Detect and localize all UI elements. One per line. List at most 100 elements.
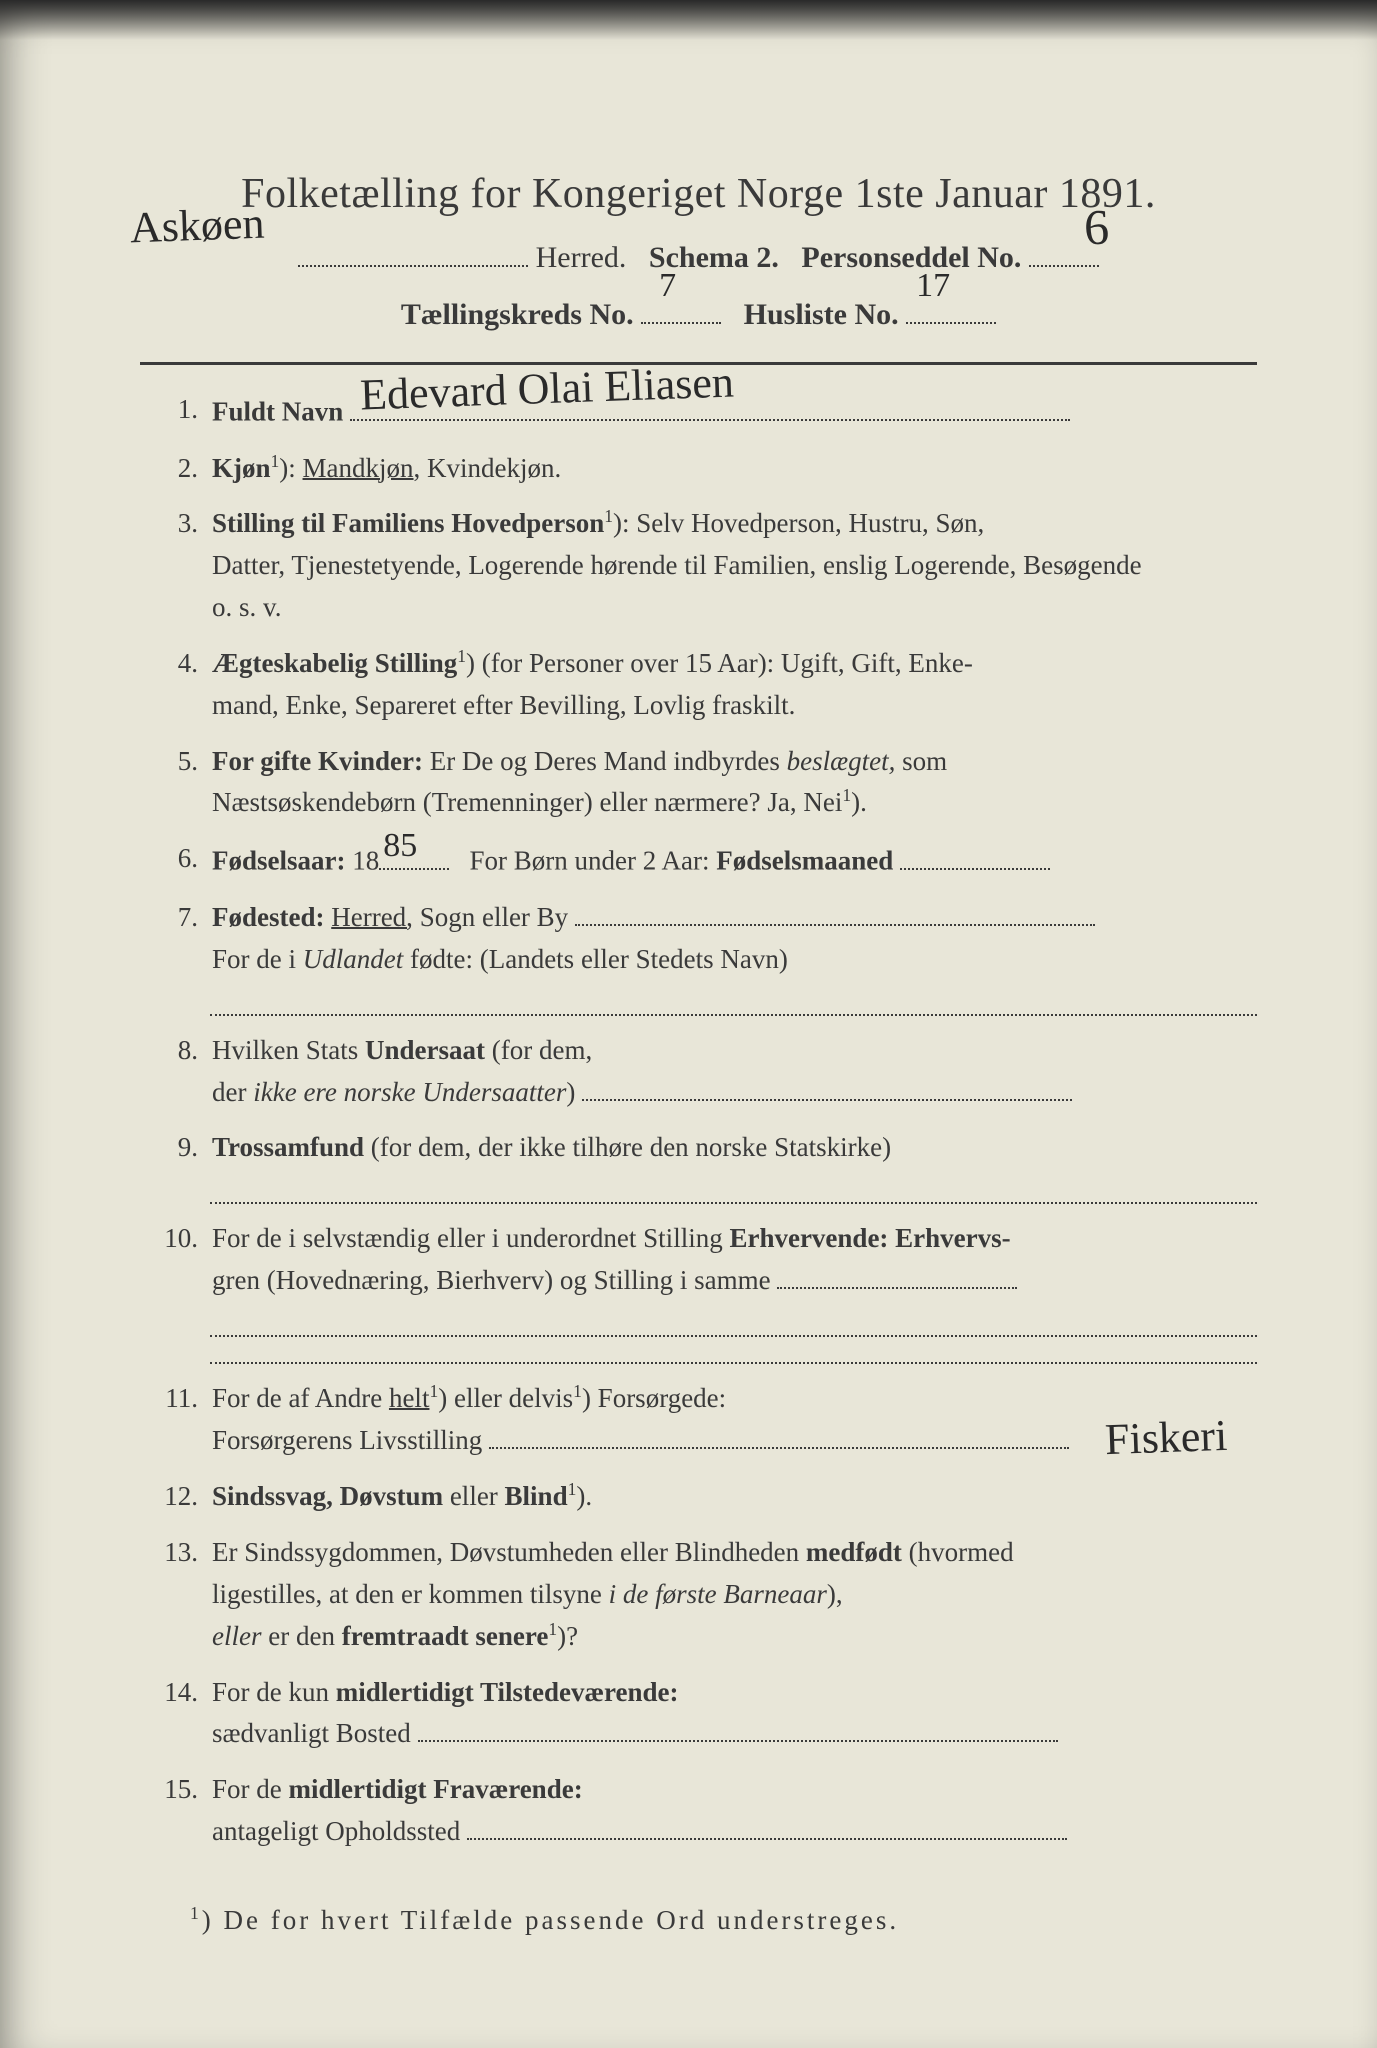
footnote-text: ) De for hvert Tilfælde passende Ord und… <box>202 1905 899 1935</box>
bold-medfodt: medfødt <box>806 1537 902 1567</box>
body-10: For de i selvstændig eller i underordnet… <box>212 1218 1257 1302</box>
husliste-blank: 17 <box>906 289 996 324</box>
sup-11a: 1 <box>429 1381 438 1401</box>
num-1: 1. <box>140 389 212 434</box>
num-11: 11. <box>140 1378 212 1462</box>
label-stilling: Stilling til Familiens Hovedperson <box>212 508 604 538</box>
text-13d: ), <box>827 1579 843 1609</box>
item-15: 15. For de midlertidigt Fraværende: anta… <box>140 1769 1257 1853</box>
sup-4: 1 <box>457 646 466 666</box>
label-aegte: Ægteskabelig Stilling <box>212 648 457 678</box>
text-4a: ) (for Personer over 15 Aar): Ugift, Gif… <box>466 648 973 678</box>
item-9: 9. Trossamfund (for dem, der ikke tilhør… <box>140 1127 1257 1169</box>
hw-herred: Askøen <box>129 198 265 254</box>
text-3c: o. s. v. <box>212 592 282 622</box>
text-4b: mand, Enke, Separeret efter Bevilling, L… <box>212 690 795 720</box>
italic-5: beslægtet, <box>787 746 896 776</box>
text-12a: eller <box>443 1481 504 1511</box>
text-11c: ) Forsørgede: <box>582 1383 726 1413</box>
num-8: 8. <box>140 1030 212 1114</box>
undersaat-blank <box>582 1072 1072 1101</box>
dotted-after-10a <box>210 1316 1257 1337</box>
text-7a: Sogn eller By <box>413 902 568 932</box>
item-14: 14. For de kun midlertidigt Tilstedevære… <box>140 1672 1257 1756</box>
num-4: 4. <box>140 643 212 727</box>
sup-13: 1 <box>548 1619 557 1639</box>
num-14: 14. <box>140 1672 212 1756</box>
item-4: 4. Ægteskabelig Stilling1) (for Personer… <box>140 643 1257 727</box>
text-10a: For de i selvstændig eller i underordnet… <box>212 1223 729 1253</box>
body-13: Er Sindssygdommen, Døvstumheden eller Bl… <box>212 1532 1257 1658</box>
item-13: 13. Er Sindssygdommen, Døvstumheden elle… <box>140 1532 1257 1658</box>
body-1: Fuldt Navn Edevard Olai Eliasen <box>212 389 1257 434</box>
text-13b: (hvormed <box>902 1537 1014 1567</box>
item-2: 2. Kjøn1): Mandkjøn, Kvindekjøn. <box>140 448 1257 490</box>
opholdssted-blank <box>467 1811 1067 1840</box>
sup-11b: 1 <box>573 1381 582 1401</box>
kreds-label: Tællingskreds No. <box>401 298 634 331</box>
body-5: For gifte Kvinder: Er De og Deres Mand i… <box>212 741 1257 825</box>
text-7b: For de i <box>212 944 303 974</box>
hw-personseddel-no: 6 <box>1083 198 1110 257</box>
italic-udlandet: Udlandet <box>303 944 404 974</box>
text-14b: sædvanligt Bosted <box>212 1718 411 1748</box>
body-6: Fødselsaar: 18 85 For Børn under 2 Aar: … <box>212 838 1257 883</box>
num-9: 9. <box>140 1127 212 1169</box>
text-11b: ) eller delvis <box>438 1383 573 1413</box>
footnote: 1) De for hvert Tilfælde passende Ord un… <box>190 1903 1257 1936</box>
erhverv-blank <box>777 1260 1017 1289</box>
body-3: Stilling til Familiens Hovedperson1): Se… <box>212 503 1257 629</box>
label-gifte: For gifte Kvinder: <box>212 746 423 776</box>
herred-line: Askøen Herred. Schema 2. Personseddel No… <box>140 232 1257 275</box>
bold-tilstede: midlertidigt Tilstedeværende: <box>336 1677 679 1707</box>
bold-undersaat: Undersaat <box>365 1035 485 1065</box>
underlined-helt: helt <box>389 1383 430 1413</box>
bold-blind: Blind <box>505 1481 568 1511</box>
body-4: Ægteskabelig Stilling1) (for Personer ov… <box>212 643 1257 727</box>
bold-fravaerende: midlertidigt Fraværende: <box>289 1774 583 1804</box>
text-11a: For de af Andre <box>212 1383 389 1413</box>
hw-fiskeri: Fiskeri <box>1104 1402 1229 1474</box>
label-kjon: Kjøn <box>212 453 271 483</box>
text-7c: fødte: (Landets eller Stedets Navn) <box>403 944 788 974</box>
text-13a: Er Sindssygdommen, Døvstumheden eller Bl… <box>212 1537 806 1567</box>
text-5a: Er De og Deres Mand indbyrdes <box>430 746 787 776</box>
num-15: 15. <box>140 1769 212 1853</box>
hw-kreds-no: 7 <box>659 267 676 305</box>
census-form-page: Folketælling for Kongeriget Norge 1ste J… <box>0 0 1377 2048</box>
text-14a: For de kun <box>212 1677 336 1707</box>
bold-fodselsmaaned: Fødselsmaaned <box>716 846 893 876</box>
item-10: 10. For de i selvstændig eller i underor… <box>140 1218 1257 1302</box>
num-6: 6. <box>140 838 212 883</box>
text-5b: Næstsøskendebørn (Tremenninger) eller næ… <box>212 787 842 817</box>
item-12: 12. Sindssvag, Døvstum eller Blind1). <box>140 1476 1257 1518</box>
body-7: Fødested: Herred, Sogn eller By For de i… <box>212 897 1257 981</box>
item-7: 7. Fødested: Herred, Sogn eller By For d… <box>140 897 1257 981</box>
text-9: (for dem, der ikke tilhøre den norske St… <box>364 1132 891 1162</box>
bold-erhverv: Erhvervende: Erhvervs- <box>729 1223 1010 1253</box>
hw-husliste-no: 17 <box>916 267 950 305</box>
text-5ab: som <box>895 746 947 776</box>
num-2: 2. <box>140 448 212 490</box>
underlined-mandkjon: Mandkjøn <box>303 453 414 483</box>
item-3: 3. Stilling til Familiens Hovedperson1):… <box>140 503 1257 629</box>
bosted-blank <box>418 1713 1058 1742</box>
year-prefix: 18 <box>352 846 379 876</box>
sogn-blank <box>575 897 1095 926</box>
text-13e: eller <box>212 1621 261 1651</box>
herred-label: Herred. <box>536 241 627 274</box>
text-8c: der <box>212 1077 253 1107</box>
name-blank: Edevard Olai Eliasen <box>350 389 1070 421</box>
num-7: 7. <box>140 897 212 981</box>
sup-2: 1 <box>271 451 280 471</box>
num-12: 12. <box>140 1476 212 1518</box>
kreds-line: Tællingskreds No. 7 Husliste No. 17 <box>140 289 1257 332</box>
body-8: Hvilken Stats Undersaat (for dem, der ik… <box>212 1030 1257 1114</box>
text-12b: ). <box>576 1481 592 1511</box>
herred-blank <box>298 232 528 267</box>
personseddel-blank: 6 <box>1029 232 1099 267</box>
maaned-blank <box>900 841 1050 870</box>
item-8: 8. Hvilken Stats Undersaat (for dem, der… <box>140 1030 1257 1114</box>
body-12: Sindssvag, Døvstum eller Blind1). <box>212 1476 1257 1518</box>
text-8b: (for dem, <box>485 1035 592 1065</box>
